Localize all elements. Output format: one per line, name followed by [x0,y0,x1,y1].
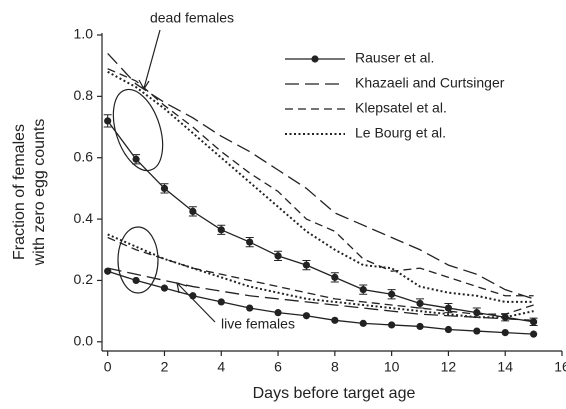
data-point [416,299,424,308]
data-point [132,276,140,285]
series-line [107,233,534,319]
series-line [107,120,534,323]
series-line [107,52,534,300]
data-point [331,316,339,324]
x-tick-label: 10 [384,359,400,375]
x-axis-label: Days before target age [253,385,416,402]
live-arrow [177,283,216,323]
y-tick-label: 0.4 [74,210,94,226]
series-line [107,70,534,303]
data-point [331,273,339,281]
data-point [246,304,254,312]
data-point [302,312,311,320]
x-tick-label: 2 [161,359,169,375]
data-point [104,267,112,275]
legend-label: Khazaeli and Curtsinger [355,75,505,91]
data-point [388,321,396,329]
data-point [388,290,396,298]
data-point [473,327,481,335]
data-point [160,284,169,292]
x-tick-label: 12 [441,359,457,375]
legend-marker [311,55,319,63]
data-point [302,261,311,269]
x-tick-label: 6 [274,359,282,375]
x-tick-label: 8 [331,359,339,375]
live-ellipse [117,226,159,294]
data-point [473,309,481,317]
data-point [217,298,225,306]
y-tick-label: 0.0 [74,332,94,348]
series-line [107,68,534,297]
series-line [107,236,534,315]
dead-arrow [143,29,161,89]
data-point [416,322,424,331]
x-tick-label: 16 [554,359,566,375]
x-tick-label: 0 [104,359,112,375]
series-line [107,267,534,321]
legend-label: Klepsatel et al. [355,100,447,116]
y-tick-label: 1.0 [74,26,94,42]
y-axis-label: Fraction of females [11,124,28,260]
x-tick-label: 4 [217,359,225,375]
data-point [274,252,282,260]
data-point [444,304,453,312]
data-point [217,226,225,234]
annotation: live females [221,316,295,332]
y-tick-label: 0.2 [74,271,94,287]
data-point [189,292,197,300]
data-point [530,318,538,326]
data-point [359,286,367,294]
legend-label: Rauser et al. [355,50,434,66]
data-point [132,155,140,163]
data-point [501,328,509,337]
y-tick-label: 0.6 [74,148,94,164]
series-line [107,270,534,335]
data-point [274,309,282,317]
data-point [359,319,367,327]
dead-ellipse [112,88,164,172]
y-axis-label: with zero egg counts [31,119,48,267]
annotation: dead females [150,10,234,26]
data-point [160,184,169,192]
x-tick-label: 14 [497,359,513,375]
y-tick-label: 0.8 [74,87,94,103]
annotation-shapes [112,29,216,323]
data-point [104,117,112,125]
legend-label: Le Bourg et al. [355,125,446,141]
data-point [444,325,453,334]
data-point [189,207,197,216]
data-point [530,330,538,338]
data-point [246,238,254,246]
